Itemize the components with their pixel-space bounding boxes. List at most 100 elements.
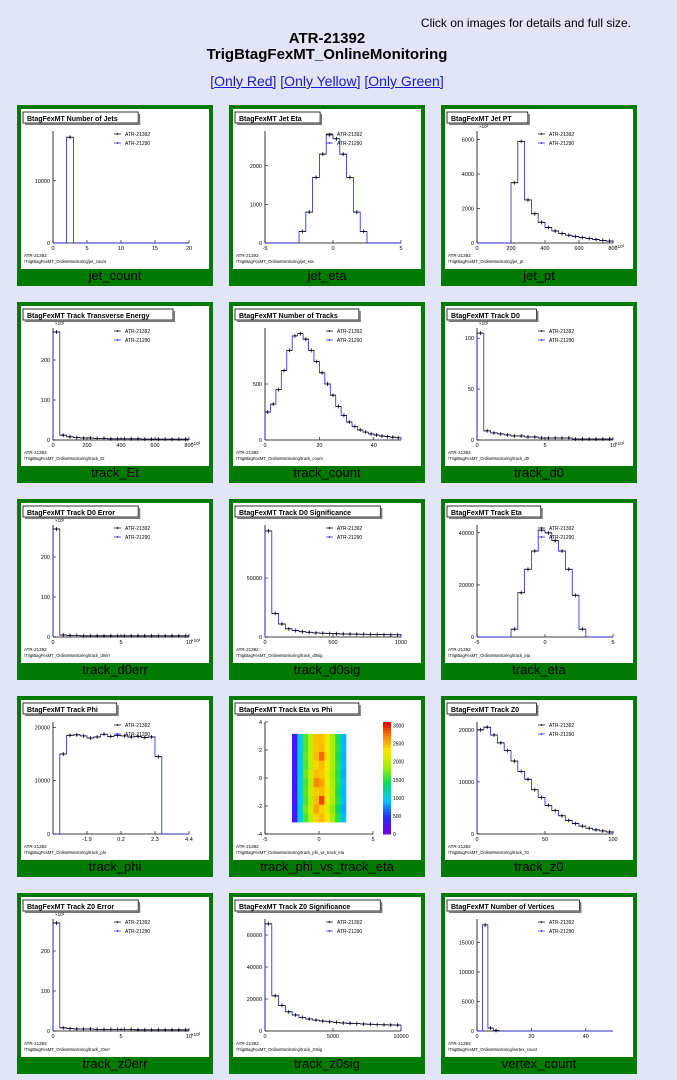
plot-caption[interactable]: track_phi: [88, 859, 142, 874]
data-point: [579, 627, 586, 632]
data-point: [134, 1027, 142, 1032]
plot-caption[interactable]: track_d0sig: [293, 662, 361, 677]
plot-thumbnail[interactable]: BtagFexMT Track D0 Error 0 5 10 0 100 200 ×10³ ×…: [21, 503, 209, 663]
x-tick-label: 50: [542, 837, 548, 843]
title-shadow: [358, 311, 361, 321]
plot-thumbnail[interactable]: BtagFexMT Track Eta vs Phi -5 0 5 -4 -2 0 2 4 0 50…: [233, 700, 421, 860]
plot-cell[interactable]: BtagFexMT Track Phi -1.9 0.2 2.3 4.4 0 10000 20…: [17, 696, 213, 877]
plot-caption[interactable]: track_Et: [91, 465, 139, 480]
plot-cell[interactable]: BtagFexMT Track D0 Significance 0 500 1000 0…: [229, 499, 425, 680]
legend-marker: [540, 930, 543, 932]
data-point: [497, 740, 505, 745]
plot-cell[interactable]: BtagFexMT Track Z0 Error 0 5 10 0 100 200 ×10³ ×…: [17, 893, 213, 1074]
data-point: [483, 428, 491, 433]
heatmap-cell: [302, 742, 309, 752]
y-tick-label: 0: [259, 241, 262, 247]
data-point: [341, 413, 347, 418]
plot-thumbnail[interactable]: BtagFexMT Track Eta -5 0 5 0 20000 40000 ATR-21…: [445, 503, 633, 663]
data-point: [93, 734, 101, 739]
footer-ref: ATR-21392: [448, 844, 471, 849]
plot-cell[interactable]: BtagFexMT Track Transverse Energy 0 200 400…: [17, 302, 213, 483]
x-exponent: ×10³: [615, 441, 625, 446]
plot-thumbnail[interactable]: BtagFexMT Track Transverse Energy 0 200 400…: [21, 306, 209, 466]
data-point: [305, 1017, 313, 1021]
filter-only-green-link[interactable]: [Only Green]: [364, 73, 444, 89]
plot-caption[interactable]: track_count: [293, 465, 361, 480]
plot-cell[interactable]: BtagFexMT Track Z0 0 50 100 0 10000 20000 ATR-2…: [441, 696, 637, 877]
plot-caption[interactable]: track_d0: [514, 465, 564, 480]
heatmap-cell: [297, 804, 304, 814]
plot-thumbnail[interactable]: BtagFexMT Track Z0 Significance 0 5000 1000…: [233, 897, 421, 1057]
filter-only-red-link[interactable]: [Only Red]: [210, 73, 277, 89]
plot-thumbnail[interactable]: BtagFexMT Track Z0 Error 0 5 10 0 100 200 ×10³ ×…: [21, 897, 209, 1057]
plot-caption[interactable]: jet_eta: [307, 268, 347, 283]
plot-caption[interactable]: track_z0: [514, 859, 564, 874]
plot-thumbnail[interactable]: BtagFexMT Number of Vertices 0 20 40 0 5000 10…: [445, 897, 633, 1057]
data-point: [107, 1027, 115, 1032]
data-point: [558, 549, 566, 554]
heatmap-cell: [324, 751, 331, 761]
plot-cell[interactable]: BtagFexMT Track D0 0 5 10 0 50 100 ×10³ ×10³ ATR-…: [441, 302, 637, 483]
data-point: [265, 410, 271, 414]
plot-thumbnail[interactable]: BtagFexMT Number of Tracks 0 20 40 0 500 ATR-2…: [233, 306, 421, 466]
plot-thumbnail[interactable]: BtagFexMT Track D0 Significance 0 500 1000 0…: [233, 503, 421, 663]
plot-caption[interactable]: track_d0err: [82, 662, 148, 677]
data-point: [353, 632, 361, 637]
heatmap-cell: [302, 769, 309, 779]
title-shadow: [449, 320, 539, 322]
color-scale-segment: [383, 806, 391, 810]
data-point: [497, 431, 505, 436]
heatmap-cell: [313, 786, 320, 796]
heatmap-cell: [292, 733, 298, 744]
plot-cell[interactable]: BtagFexMT Number of Jets 0 5 10 15 20 0 10000 AT…: [17, 105, 213, 286]
filter-only-yellow-link[interactable]: [Only Yellow]: [280, 73, 361, 89]
data-point: [565, 818, 573, 823]
plot-caption[interactable]: track_z0sig: [294, 1056, 360, 1071]
data-point: [148, 633, 155, 638]
plot-caption[interactable]: track_eta: [512, 662, 566, 677]
heatmap-cell: [335, 733, 341, 744]
heatmap-cell: [319, 769, 325, 779]
heatmap-cell: [335, 760, 341, 770]
data-point: [141, 633, 149, 638]
plot-cell[interactable]: BtagFexMT Number of Tracks 0 20 40 0 500 ATR-2…: [229, 302, 425, 483]
plot-caption[interactable]: track_phi_vs_track_eta: [260, 859, 394, 874]
plot-cell[interactable]: BtagFexMT Track Eta -5 0 5 0 20000 40000 ATR-21…: [441, 499, 637, 680]
plot-thumbnail[interactable]: BtagFexMT Track Z0 0 50 100 0 10000 20000 ATR-2…: [445, 700, 633, 860]
data-point: [127, 1027, 135, 1032]
plot-caption[interactable]: track_z0err: [82, 1056, 148, 1071]
plot-cell[interactable]: BtagFexMT Track Eta vs Phi -5 0 5 -4 -2 0 2 4 0 50…: [229, 696, 425, 877]
legend-marker: [116, 527, 119, 529]
plot-thumbnail[interactable]: BtagFexMT Track D0 0 5 10 0 50 100 ×10³ ×10³ ATR-…: [445, 306, 633, 466]
histogram-chart: BtagFexMT Number of Tracks 0 20 40 0 500 ATR-2…: [234, 308, 402, 461]
y-tick-label: 2000: [462, 207, 474, 213]
y-tick-label: 40000: [247, 965, 262, 971]
x-tick-label: 0: [331, 246, 334, 252]
plot-caption[interactable]: jet_pt: [523, 268, 555, 283]
plot-cell[interactable]: BtagFexMT Track Z0 Significance 0 5000 1000…: [229, 893, 425, 1074]
footer-path: /TrigBtagFexMT_OnlineMonitoring/track_d0…: [236, 653, 323, 658]
data-point: [161, 633, 169, 638]
heatmap-cell: [335, 769, 341, 779]
color-scale-segment: [383, 778, 391, 782]
data-point: [373, 632, 381, 637]
reference-histogram-line: [264, 530, 402, 637]
data-point: [517, 769, 525, 774]
color-scale-segment: [383, 755, 391, 759]
plot-thumbnail[interactable]: BtagFexMT Track Phi -1.9 0.2 2.3 4.4 0 10000 20…: [21, 700, 209, 860]
histogram-chart: BtagFexMT Track D0 Significance 0 500 1000 0…: [234, 505, 407, 658]
plot-thumbnail[interactable]: BtagFexMT Number of Jets 0 5 10 15 20 0 10000 AT…: [21, 109, 209, 269]
plot-thumbnail[interactable]: BtagFexMT Jet PT 0 200 400 600 800 0 2000 4000 60…: [445, 109, 633, 269]
data-point: [66, 434, 74, 439]
color-scale-segment: [383, 775, 391, 779]
plot-caption[interactable]: jet_count: [88, 268, 142, 283]
plot-cell[interactable]: BtagFexMT Jet PT 0 200 400 600 800 0 2000 4000 60…: [441, 105, 637, 286]
plot-cell[interactable]: BtagFexMT Track D0 Error 0 5 10 0 100 200 ×10³ ×…: [17, 499, 213, 680]
plot-thumbnail[interactable]: BtagFexMT Jet Eta -5 0 5 0 1000 2000 ATR-21392 A…: [233, 109, 421, 269]
x-tick-label: 0: [51, 246, 54, 252]
plot-cell[interactable]: BtagFexMT Jet Eta -5 0 5 0 1000 2000 ATR-21392 A…: [229, 105, 425, 286]
heatmap-cell: [335, 804, 341, 814]
plot-cell[interactable]: BtagFexMT Number of Vertices 0 20 40 0 5000 10…: [441, 893, 637, 1074]
y-tick-label: 6000: [462, 138, 474, 144]
plot-caption[interactable]: vertex_count: [501, 1056, 577, 1071]
